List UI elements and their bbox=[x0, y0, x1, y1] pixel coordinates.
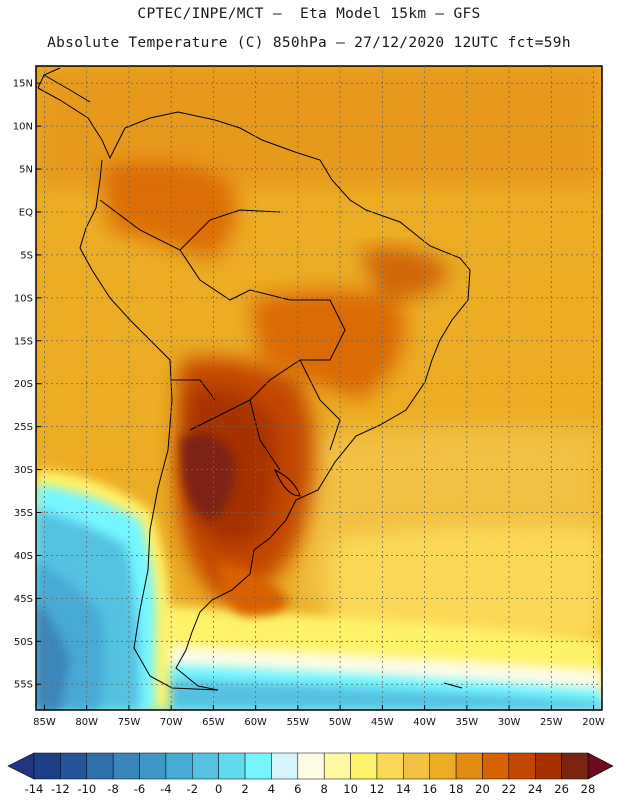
colorbar-swatch bbox=[86, 752, 114, 780]
lat-label: 25S bbox=[14, 422, 33, 433]
lat-label: 40S bbox=[14, 551, 33, 562]
field-brazil-central bbox=[250, 290, 405, 400]
field-chaco-26 bbox=[180, 433, 235, 520]
lon-label: 70W bbox=[160, 717, 183, 728]
colorbar-label: 4 bbox=[268, 782, 275, 796]
lat-label: EQ bbox=[19, 207, 33, 218]
colorbar-swatch bbox=[244, 752, 272, 780]
colorbar-swatch bbox=[429, 752, 457, 780]
colorbar-label: 10 bbox=[343, 782, 358, 796]
title-line-2: Absolute Temperature (C) 850hPa – 27/12/… bbox=[47, 35, 571, 51]
south-america-coast bbox=[37, 87, 471, 691]
country-borders bbox=[99, 199, 346, 471]
colorbar-label: -6 bbox=[134, 782, 145, 796]
colorbar-label: 28 bbox=[581, 782, 596, 796]
lon-label: 55W bbox=[287, 717, 310, 728]
field-south-0 bbox=[36, 675, 602, 710]
lon-label: 75W bbox=[118, 717, 141, 728]
colorbar-label: 14 bbox=[396, 782, 411, 796]
colorbar-swatch bbox=[482, 752, 510, 780]
colorbar-label: -12 bbox=[51, 782, 70, 796]
colorbar-swatch bbox=[534, 752, 562, 780]
colorbar-label: -14 bbox=[25, 782, 44, 796]
colorbar-label: 8 bbox=[321, 782, 328, 796]
lat-label: 5S bbox=[20, 250, 33, 261]
lon-label: 65W bbox=[202, 717, 225, 728]
lat-label: 50S bbox=[14, 637, 33, 648]
colorbar-swatch bbox=[350, 752, 378, 780]
colorbar-label: 6 bbox=[294, 782, 301, 796]
field-atlantic-14 bbox=[330, 526, 602, 650]
colorbar-swatch bbox=[403, 752, 430, 780]
colorbar-label: -10 bbox=[77, 782, 96, 796]
colorbar-label: 26 bbox=[554, 782, 569, 796]
colorbar-swatch bbox=[323, 752, 351, 780]
colorbar-swatch bbox=[376, 752, 404, 780]
uruguay-lagoon bbox=[274, 468, 301, 497]
colorbar-label: 18 bbox=[449, 782, 464, 796]
colorbar-swatch bbox=[297, 752, 325, 780]
longitude-labels: 85W 80W 75W 70W 65W 60W 55W 50W 45W 40W 35W 30W 25W 2… bbox=[33, 717, 605, 728]
colorbar-label: 0 bbox=[215, 782, 222, 796]
lon-label: 30W bbox=[498, 717, 521, 728]
field-patagonia-20 bbox=[219, 560, 290, 616]
lat-label: 5N bbox=[19, 165, 33, 176]
lat-label: 10S bbox=[14, 293, 33, 304]
lat-label: 45S bbox=[14, 594, 33, 605]
lon-label: 80W bbox=[75, 717, 98, 728]
lon-label: 40W bbox=[413, 717, 436, 728]
colorbar-swatch bbox=[165, 752, 193, 780]
colorbar-label: 24 bbox=[528, 782, 543, 796]
lat-label: 10N bbox=[13, 122, 33, 133]
colorbar-swatch bbox=[455, 752, 483, 780]
colorbar-swatch bbox=[139, 752, 167, 780]
colorbar-swatch bbox=[192, 752, 219, 780]
colorbar-label: 2 bbox=[241, 782, 248, 796]
colorbar-swatch bbox=[271, 752, 299, 780]
lat-label: 20S bbox=[14, 379, 33, 390]
lat-label: 55S bbox=[14, 680, 33, 691]
colorbar-label: -2 bbox=[187, 782, 198, 796]
colorbar-swatch bbox=[60, 752, 88, 780]
colorbar-swatch bbox=[33, 752, 61, 780]
lat-label: 15S bbox=[14, 336, 33, 347]
lat-label: 30S bbox=[14, 465, 33, 476]
lon-label: 20W bbox=[582, 717, 605, 728]
lon-label: 50W bbox=[329, 717, 352, 728]
field-andes-north bbox=[100, 162, 237, 260]
lon-label: 85W bbox=[33, 717, 56, 728]
colorbar-label: 16 bbox=[422, 782, 437, 796]
lon-label: 25W bbox=[540, 717, 563, 728]
graticule bbox=[36, 66, 602, 710]
colorbar-label: 20 bbox=[475, 782, 490, 796]
lon-label: 35W bbox=[456, 717, 479, 728]
colorbar-swatch bbox=[508, 752, 536, 780]
lat-label: 15N bbox=[13, 79, 33, 90]
map-frame bbox=[35, 65, 603, 711]
lon-label: 60W bbox=[244, 717, 267, 728]
colorbar-swatch bbox=[218, 752, 246, 780]
lon-label: 45W bbox=[371, 717, 394, 728]
title-line-1: CPTEC/INPE/MCT – Eta Model 15km – GFS bbox=[137, 6, 481, 22]
latitude-labels: 15N 10N 5N EQ 5S 10S 15S 20S 25S 30S 35S 40S 45S 50S 5… bbox=[13, 79, 33, 691]
temperature-field bbox=[36, 66, 602, 710]
colorbar-label: 22 bbox=[502, 782, 517, 796]
lat-label: 35S bbox=[14, 508, 33, 519]
colorbar-cap-right bbox=[587, 752, 614, 780]
falklands bbox=[443, 682, 463, 689]
colorbar-cap-left bbox=[7, 752, 35, 780]
colorbar-label: -8 bbox=[107, 782, 118, 796]
colorbar-swatch bbox=[561, 752, 589, 780]
colorbar-label: -4 bbox=[160, 782, 171, 796]
colorbar: -14 -12 -10 -8 -6 -4 -2 0 2 4 6 8 10 12 14 16 18 20 22 24 26… bbox=[7, 752, 614, 796]
colorbar-swatch bbox=[112, 752, 140, 780]
colorbar-label: 12 bbox=[370, 782, 385, 796]
